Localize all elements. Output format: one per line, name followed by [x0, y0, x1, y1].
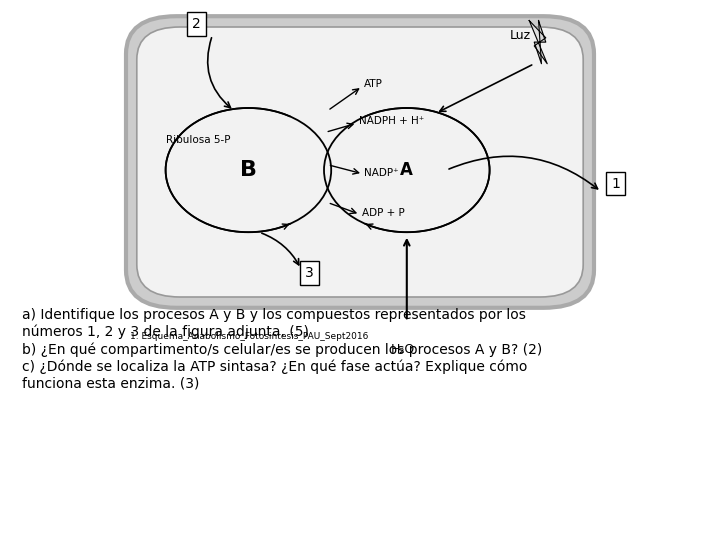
Text: H₂O: H₂O	[391, 343, 415, 356]
Text: Ribulosa 5-P: Ribulosa 5-P	[166, 136, 230, 145]
Text: 3: 3	[305, 266, 314, 280]
Text: 2: 2	[192, 17, 201, 31]
Text: NADP⁺: NADP⁺	[364, 168, 399, 178]
Polygon shape	[529, 21, 547, 64]
Text: A: A	[400, 161, 413, 179]
Text: 1: 1	[611, 177, 620, 191]
Polygon shape	[534, 21, 546, 64]
Text: 1. Esquema_Anabolismo_Fotosintesis_PAU_Sept2016: 1. Esquema_Anabolismo_Fotosintesis_PAU_S…	[130, 332, 368, 341]
Text: ATP: ATP	[364, 79, 382, 89]
Text: B: B	[240, 160, 257, 180]
Text: a) Identifique los procesos A y B y los compuestos representados por los
números: a) Identifique los procesos A y B y los …	[22, 308, 542, 390]
Text: NADPH + H⁺: NADPH + H⁺	[359, 117, 424, 126]
Text: Luz: Luz	[509, 29, 531, 42]
FancyBboxPatch shape	[126, 16, 594, 308]
FancyBboxPatch shape	[137, 27, 583, 297]
Text: ADP + P: ADP + P	[362, 208, 405, 218]
